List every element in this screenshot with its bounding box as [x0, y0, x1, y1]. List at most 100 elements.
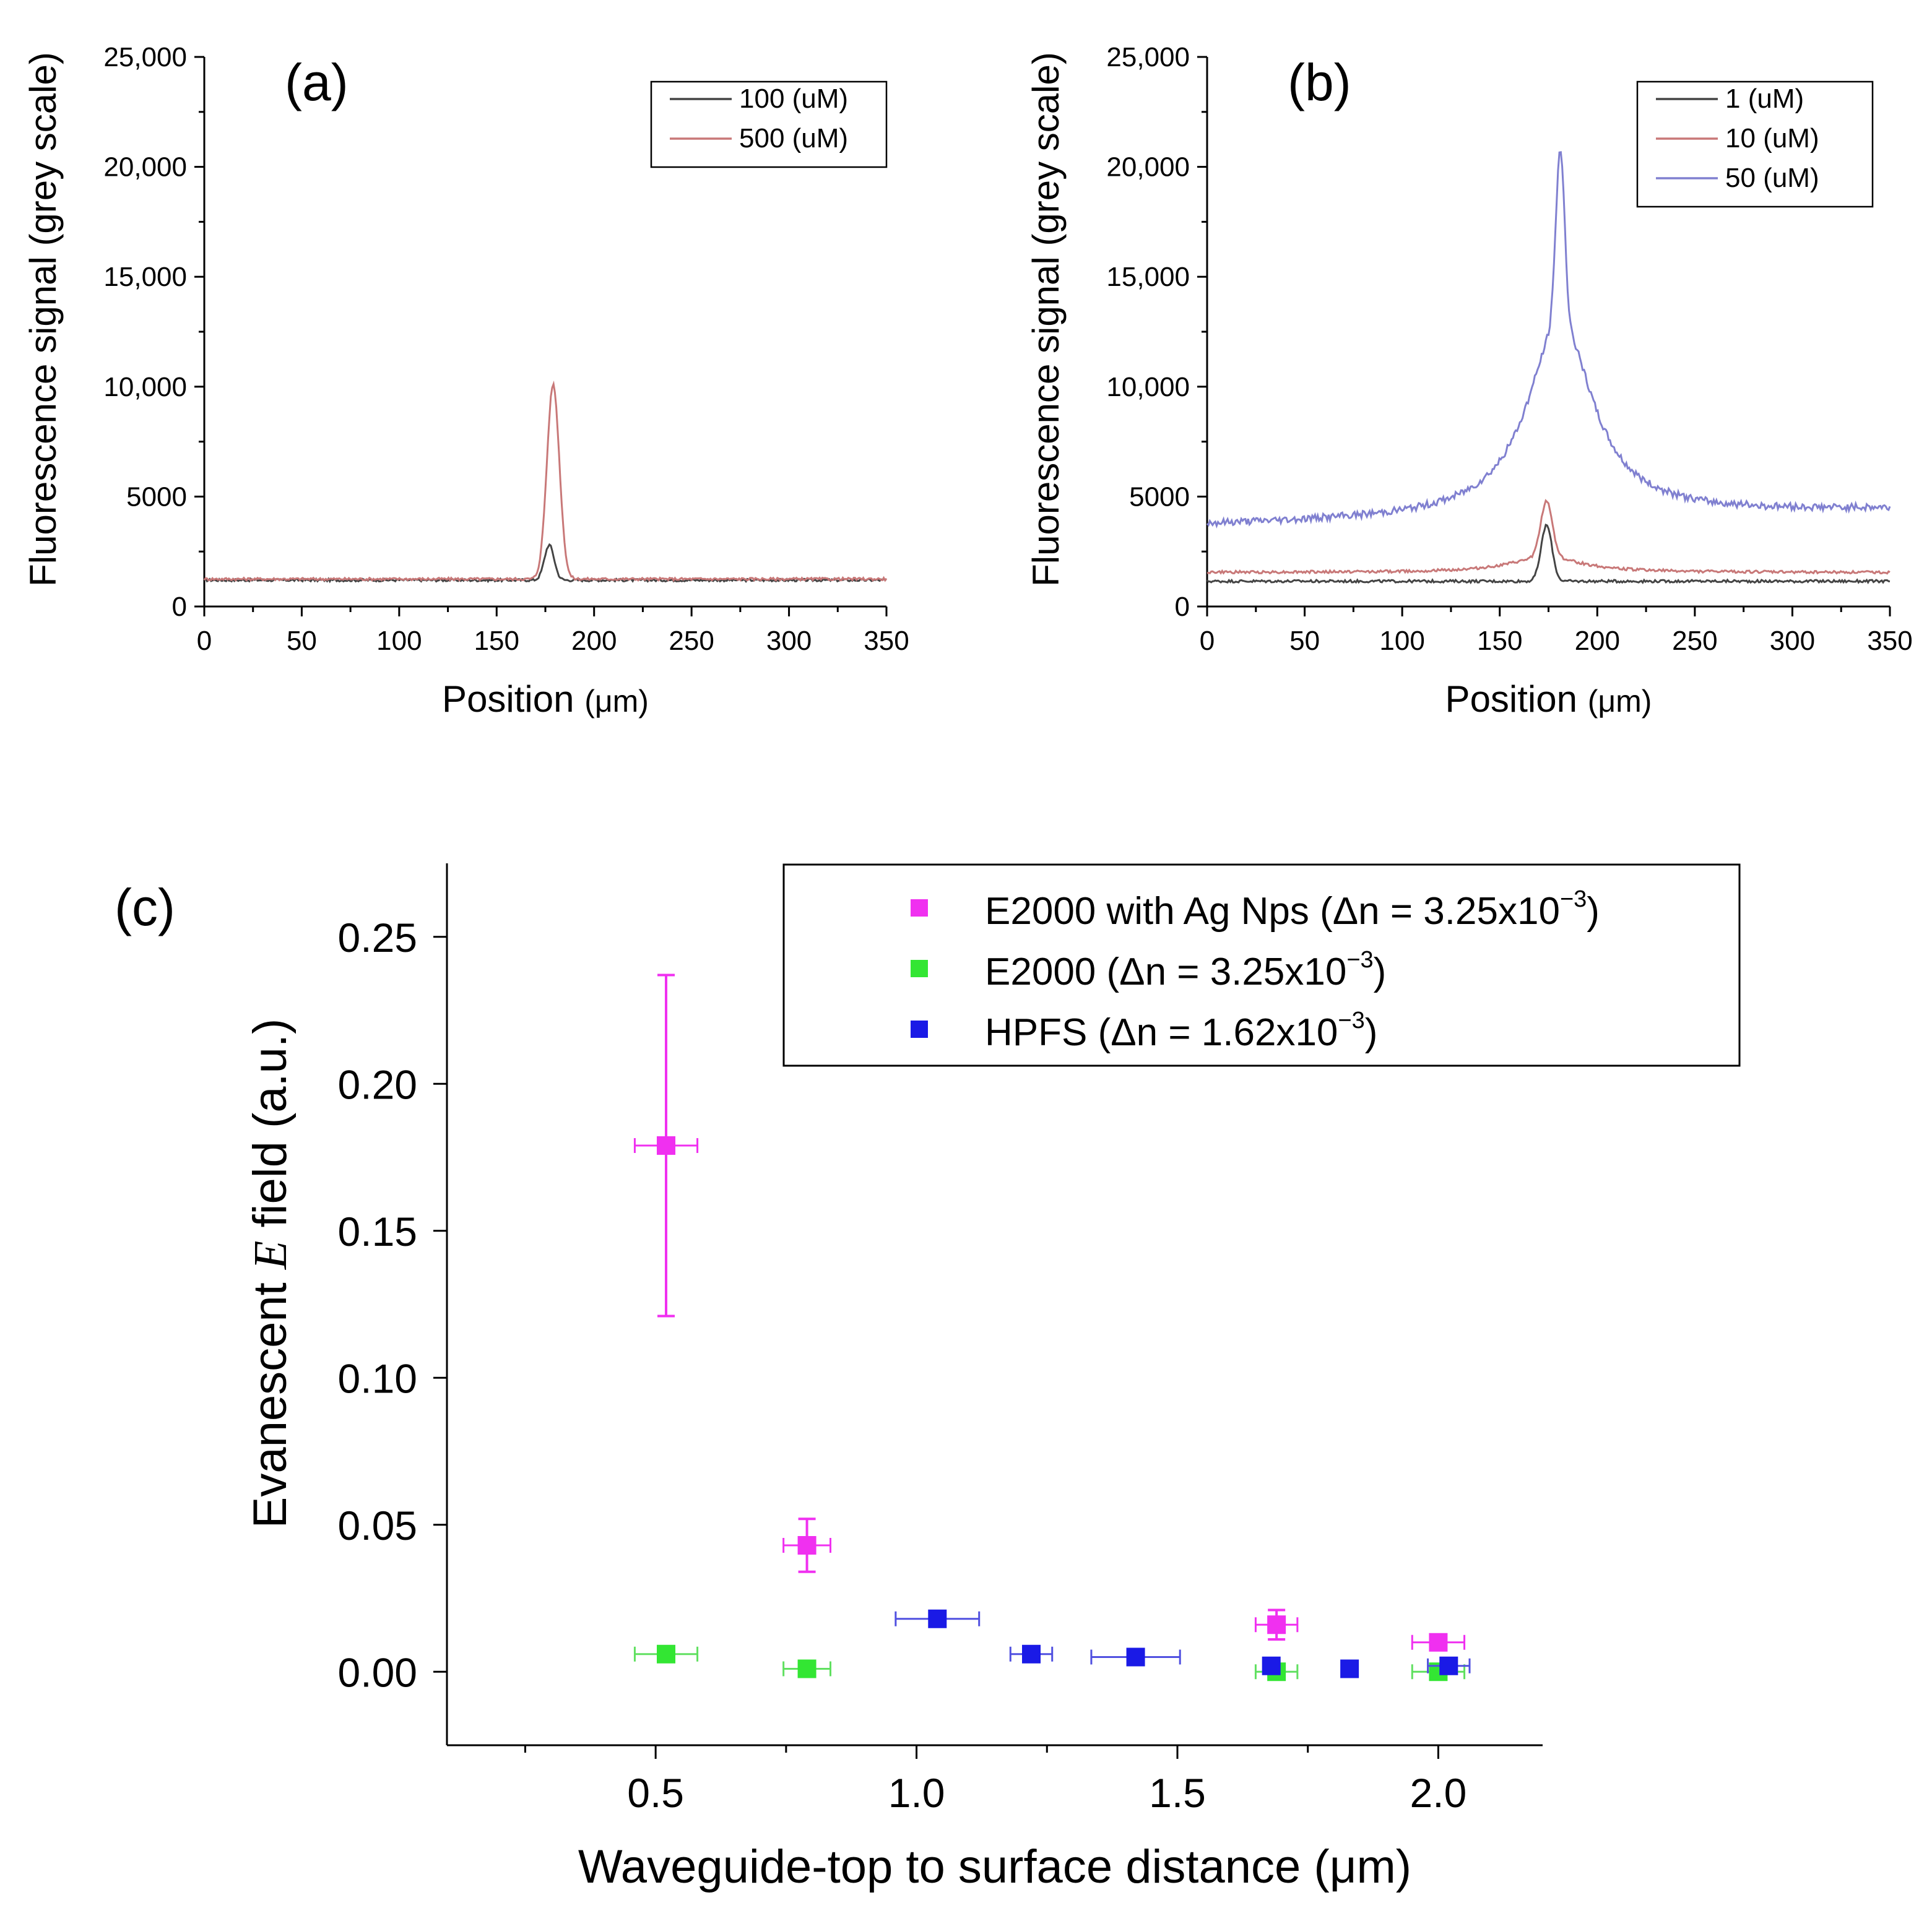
- legend-label: 100 (uM): [739, 84, 848, 114]
- x-tick-label: 300: [1770, 626, 1815, 656]
- x-axis-title: Position (μm): [1445, 678, 1652, 720]
- legend-label-text: HPFS (Δn = 1.62x10: [985, 1011, 1338, 1054]
- x-tick-label: 2.0: [1410, 1770, 1467, 1816]
- y-tick-label: 10,000: [103, 372, 187, 402]
- series-line-10uM: [1206, 499, 1891, 575]
- legend-label-close: ): [1365, 1011, 1378, 1054]
- y-tick-label: 0: [172, 592, 187, 622]
- legend-marker: [911, 960, 928, 977]
- y-tick-label: 0: [1175, 592, 1190, 622]
- legend-label-exponent: −3: [1338, 1008, 1364, 1034]
- x-axis-title-unit: (μm): [1588, 684, 1652, 719]
- y-tick-label: 0.10: [338, 1355, 417, 1401]
- y-tick-label: 15,000: [103, 262, 187, 292]
- series-line-50uM: [1206, 151, 1891, 529]
- legend-marker: [911, 1021, 928, 1038]
- legend-label-close: ): [1587, 890, 1600, 933]
- data-point: [657, 1644, 675, 1664]
- x-tick-label: 50: [1289, 626, 1320, 656]
- legend-label-text: E2000 with Ag Nps (Δn = 3.25x10: [985, 890, 1560, 933]
- data-point: [1126, 1647, 1145, 1667]
- data-point: [657, 1136, 675, 1155]
- legend-label: 1 (uM): [1725, 84, 1804, 114]
- x-tick-label: 1.0: [888, 1770, 945, 1816]
- y-axis-title: Fluorescence signal (grey scale): [1025, 52, 1067, 587]
- data-point: [1439, 1656, 1458, 1675]
- data-point: [1267, 1615, 1286, 1634]
- y-tick-label: 20,000: [1106, 152, 1190, 183]
- y-tick-label: 25,000: [103, 42, 187, 72]
- x-tick-label: 100: [1379, 626, 1424, 656]
- x-tick-label: 1.5: [1149, 1770, 1206, 1816]
- x-tick-label: 300: [766, 626, 812, 656]
- panel-c: 0.5 1.0 1.5 2.0 0.00 0.05 0.10 0.15 0.20 0.25 Wave…: [115, 863, 1741, 1893]
- data-point: [1429, 1633, 1448, 1652]
- y-tick-label: 20,000: [103, 152, 187, 183]
- y-axis-title-part: Evanescent: [244, 1269, 297, 1528]
- legend-marker: [911, 899, 928, 917]
- legend-label: 500 (uM): [739, 123, 848, 153]
- series-0: [633, 973, 1466, 1652]
- y-tick-label: 10,000: [1106, 372, 1190, 402]
- data-point: [1262, 1656, 1281, 1675]
- x-tick-label: 250: [669, 626, 714, 656]
- y-axis-title-part: field (a.u.): [244, 1019, 297, 1241]
- x-tick-label: 0: [1200, 626, 1215, 656]
- x-axis-title-main: Position: [1445, 678, 1588, 720]
- x-axis-title-unit: (μm): [584, 684, 649, 719]
- legend-label: 50 (uM): [1725, 163, 1819, 193]
- legend-label: 10 (uM): [1725, 123, 1819, 153]
- y-tick-label: 0.15: [338, 1209, 417, 1254]
- series-line-100uM: [204, 543, 887, 584]
- legend-label-exponent: −3: [1560, 886, 1587, 912]
- legend-label-text: E2000 (Δn = 3.25x10: [985, 951, 1346, 993]
- x-tick-label: 50: [287, 626, 317, 656]
- legend-label-exponent: −3: [1346, 947, 1373, 973]
- series-line-1uM: [1206, 524, 1891, 585]
- x-tick-label: 250: [1672, 626, 1717, 656]
- y-tick-label: 0.05: [338, 1503, 417, 1548]
- y-tick-label: 0.20: [338, 1061, 417, 1107]
- legend-box: [1636, 80, 1874, 208]
- panel-b: 0 50 100 150 200 250 300 350 0 5000 10,000 15,000 20…: [1025, 42, 1913, 720]
- panel-label: (b): [1288, 53, 1351, 111]
- data-point: [797, 1536, 817, 1555]
- x-tick-label: 0: [197, 626, 212, 656]
- data-point: [1340, 1659, 1359, 1678]
- y-tick-label: 5000: [126, 481, 187, 512]
- y-tick-label: 5000: [1129, 481, 1190, 512]
- y-tick-label: 15,000: [1106, 262, 1190, 292]
- y-tick-label: 0.00: [338, 1649, 417, 1695]
- data-point: [797, 1659, 817, 1678]
- y-tick-label: 25,000: [1106, 42, 1190, 72]
- data-point: [1022, 1644, 1041, 1664]
- x-tick-label: 150: [1477, 626, 1522, 656]
- legend-label-close: ): [1374, 951, 1387, 993]
- x-axis-title: Position (μm): [442, 678, 649, 720]
- series-1: [633, 1644, 1466, 1681]
- x-axis-title-main: Position: [442, 678, 584, 720]
- x-tick-label: 350: [864, 626, 909, 656]
- panel-label: (c): [115, 878, 175, 936]
- x-tick-label: 350: [1867, 626, 1912, 656]
- y-axis-title: Evanescent E field (a.u.): [244, 1019, 297, 1529]
- legend-label: E2000 with Ag Nps (Δn = 3.25x10−3): [985, 886, 1600, 933]
- y-tick-label: 0.25: [338, 915, 417, 960]
- x-tick-label: 100: [376, 626, 422, 656]
- series-line-500uM: [203, 380, 888, 582]
- x-tick-label: 0.5: [627, 1770, 684, 1816]
- legend-label: HPFS (Δn = 1.62x10−3): [985, 1008, 1377, 1054]
- data-point: [928, 1609, 947, 1628]
- x-axis-title: Waveguide-top to surface distance (μm): [578, 1841, 1411, 1893]
- x-tick-label: 200: [571, 626, 617, 656]
- series-2: [895, 1609, 1471, 1678]
- legend-box: [650, 80, 888, 168]
- y-axis-title-symbol: E: [245, 1241, 297, 1270]
- legend-label: E2000 (Δn = 3.25x10−3): [985, 947, 1386, 993]
- x-tick-label: 150: [474, 626, 519, 656]
- y-axis-title: Fluorescence signal (grey scale): [22, 52, 64, 587]
- legend-box: [782, 863, 1741, 1067]
- panel-a: 0 50 100 150 200 250 300 350 0 5000 10,000 15,000 20…: [22, 42, 909, 720]
- panel-label: (a): [285, 53, 349, 111]
